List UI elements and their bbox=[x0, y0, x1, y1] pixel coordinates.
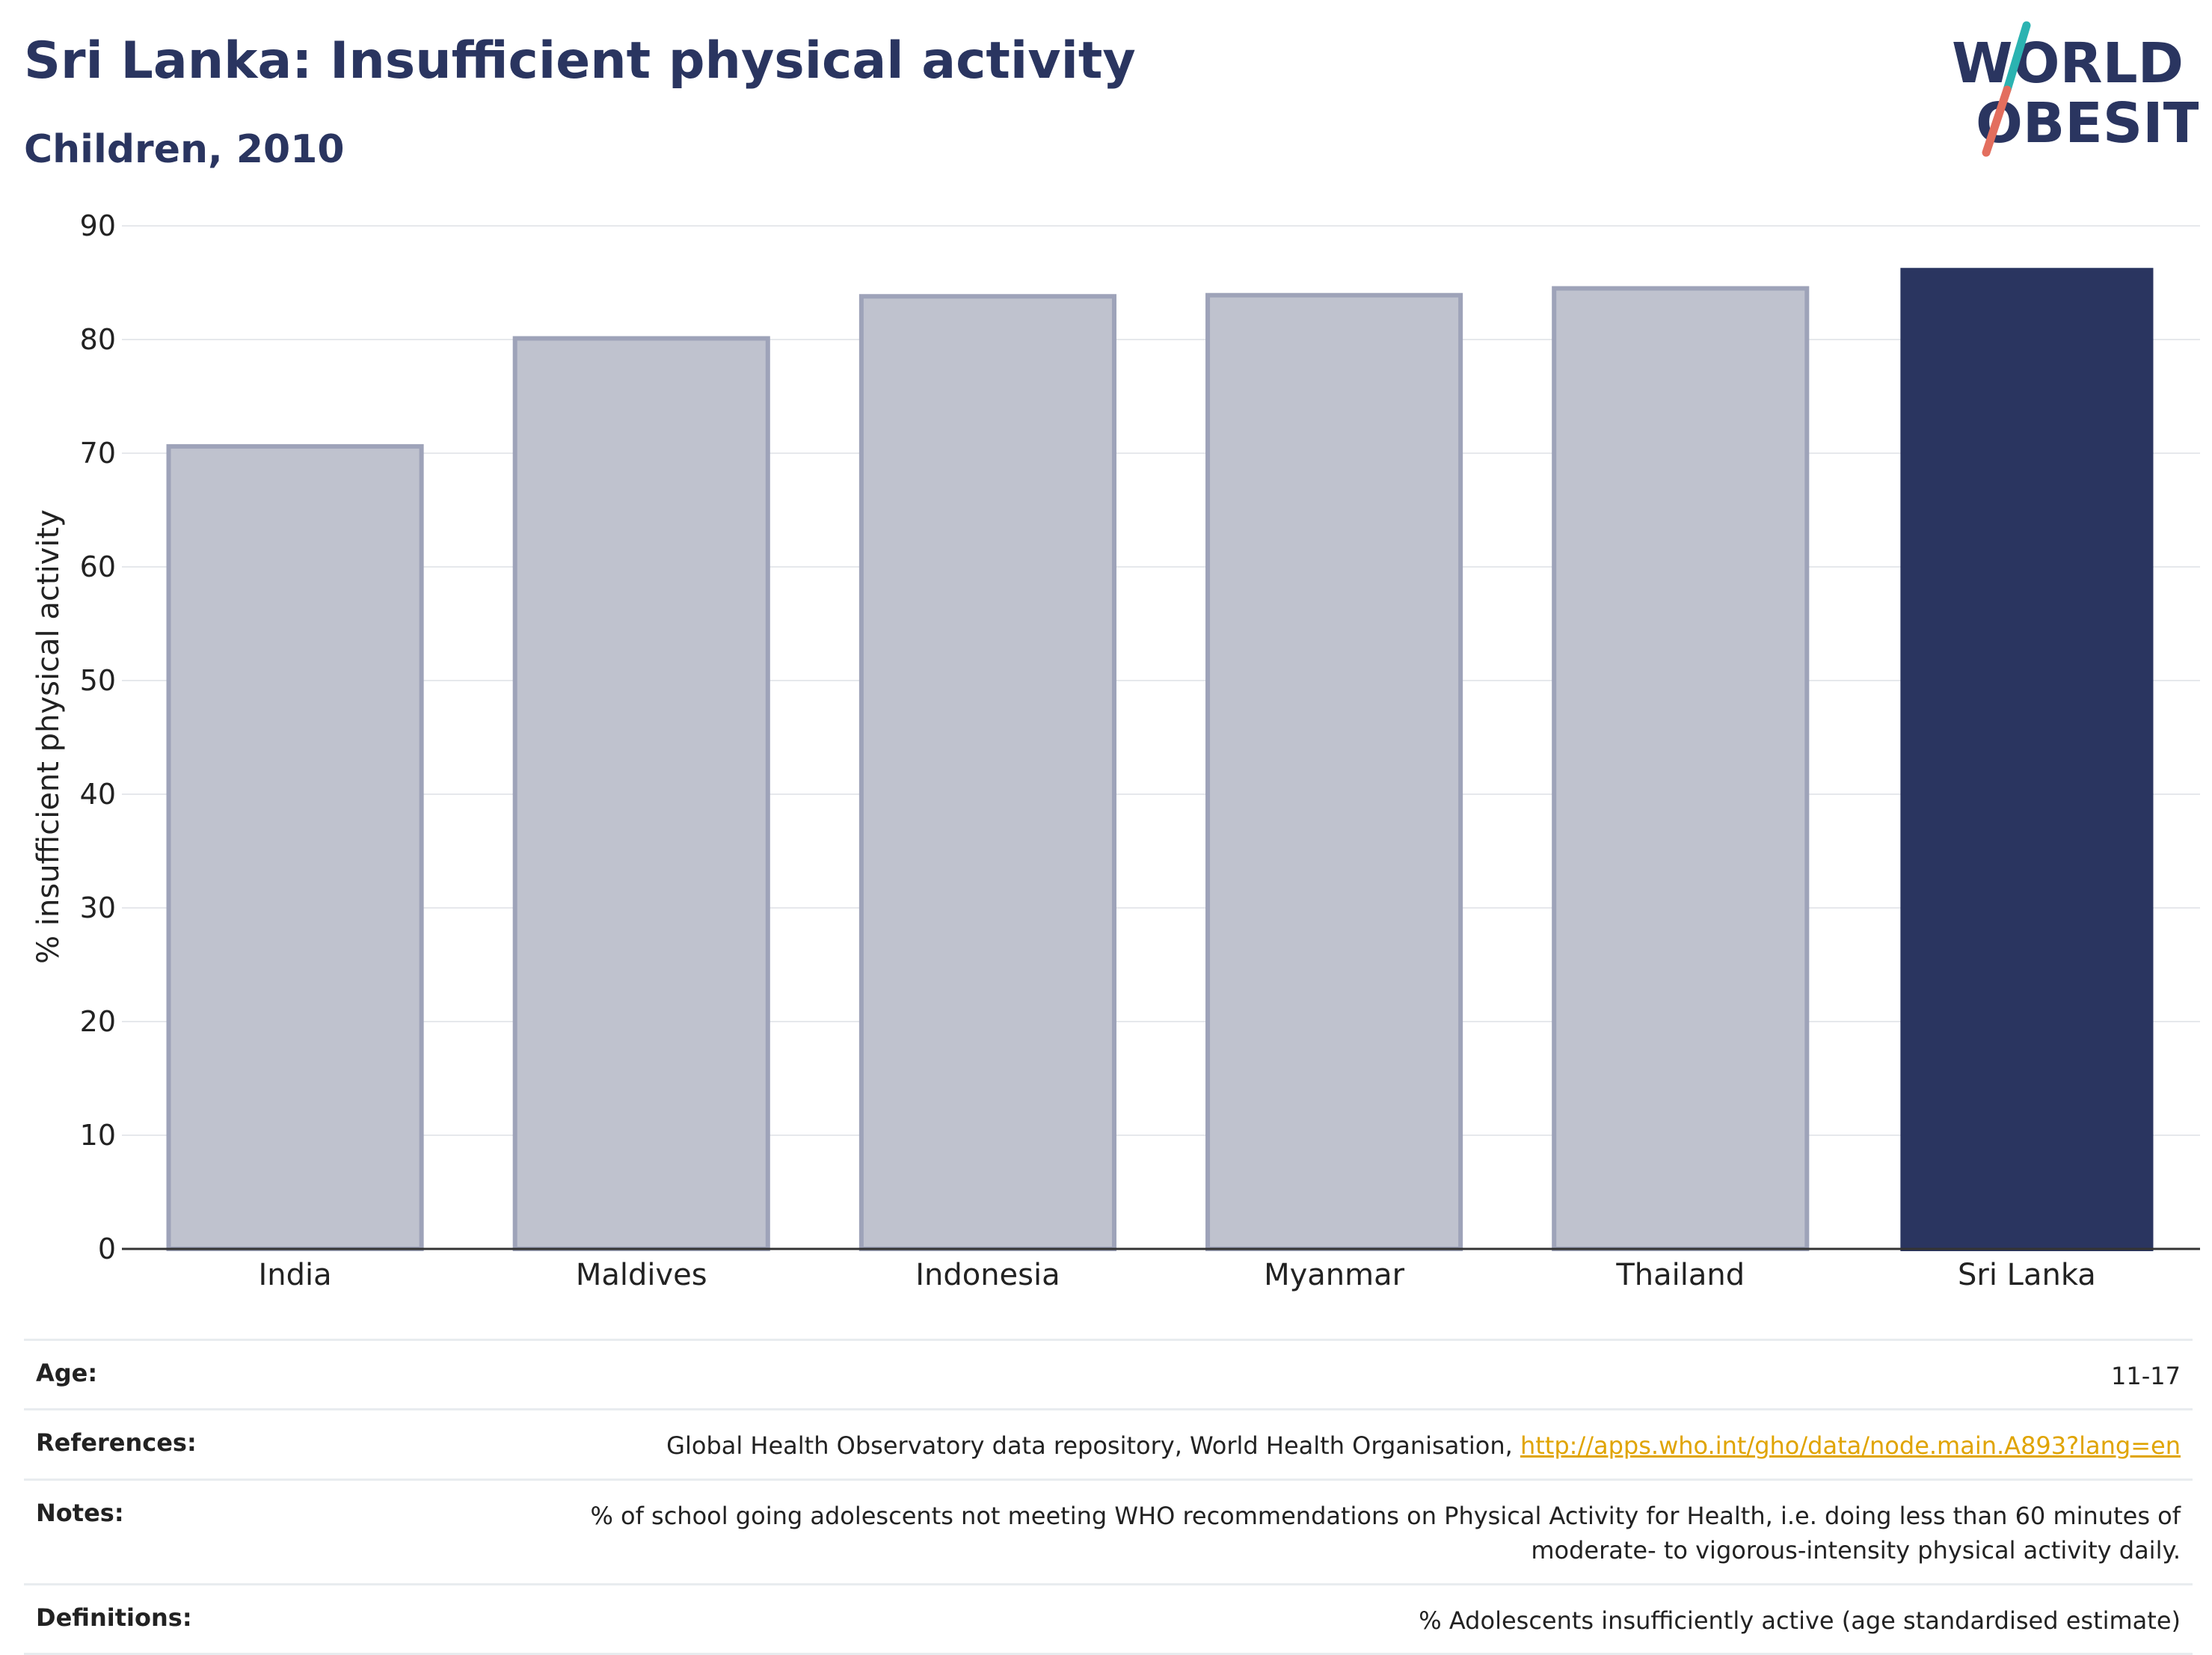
y-tick-label: 50 bbox=[80, 664, 116, 697]
x-tick-labels: India Maldives Indonesia Myanmar Thailand Sri… bbox=[258, 1258, 2095, 1292]
references-label: References: bbox=[36, 1428, 197, 1458]
y-tick-label: 90 bbox=[80, 209, 116, 242]
info-row-age: Age: 11-17 bbox=[24, 1339, 2193, 1408]
y-tick-label: 30 bbox=[80, 891, 116, 924]
info-row-notes: Notes: % of school going adolescents not… bbox=[24, 1478, 2193, 1583]
notes-label: Notes: bbox=[36, 1498, 124, 1527]
y-tick-label: 60 bbox=[80, 550, 116, 583]
definitions-value: % Adolescents insufficiently active (age… bbox=[1419, 1606, 2181, 1635]
bar-myanmar[interactable] bbox=[1205, 292, 1463, 1252]
info-row-definitions: Definitions: % Adolescents insufficientl… bbox=[24, 1582, 2193, 1655]
notes-value: % of school going adolescents not meetin… bbox=[590, 1501, 2181, 1565]
logo-slash-top bbox=[2003, 21, 2031, 94]
svg-text:WORLD: WORLD bbox=[1952, 31, 2184, 96]
y-tick-label: 10 bbox=[80, 1119, 116, 1152]
bar-indonesia[interactable] bbox=[858, 294, 1116, 1251]
y-tick-label: 20 bbox=[80, 1005, 116, 1038]
bar-sri-lanka[interactable] bbox=[1900, 268, 2154, 1251]
x-tick-label: Myanmar bbox=[1264, 1258, 1405, 1292]
age-label: Age: bbox=[36, 1359, 98, 1387]
info-table: Age: 11-17 References: Global Health Obs… bbox=[24, 1339, 2193, 1655]
bar-maldives[interactable] bbox=[512, 336, 770, 1252]
definitions-label: Definitions: bbox=[36, 1603, 192, 1632]
references-text: Global Health Observatory data repositor… bbox=[666, 1431, 1520, 1461]
age-value: 11-17 bbox=[2111, 1362, 2181, 1390]
references-link[interactable]: http://apps.who.int/gho/data/node.main.A… bbox=[1520, 1431, 2181, 1461]
logo-slash-bottom bbox=[1982, 85, 2012, 157]
x-tick-label: Thailand bbox=[1615, 1258, 1745, 1292]
gridlines bbox=[122, 225, 2200, 1136]
bar-india[interactable] bbox=[166, 443, 424, 1251]
bar-chart: 0 10 20 30 40 50 60 70 80 90 India Maldives Indones… bbox=[31, 209, 2200, 1292]
chart-subtitle: Children, 2010 bbox=[24, 127, 345, 172]
x-tick-label: Indonesia bbox=[915, 1258, 1060, 1292]
x-tick-label: Sri Lanka bbox=[1958, 1258, 2096, 1292]
info-row-references: References: Global Health Observatory da… bbox=[24, 1408, 2193, 1478]
y-tick-label: 80 bbox=[80, 323, 116, 356]
y-tick-labels: 0 10 20 30 40 50 60 70 80 90 bbox=[80, 209, 116, 1265]
y-tick-label: 40 bbox=[80, 778, 116, 811]
x-tick-label: Maldives bbox=[576, 1258, 707, 1292]
references-value: Global Health Observatory data repositor… bbox=[666, 1428, 2181, 1463]
bar-thailand[interactable] bbox=[1552, 286, 1810, 1252]
y-tick-label: 70 bbox=[80, 437, 116, 470]
world-obesity-logo: WORLD OBESITY bbox=[1952, 21, 2199, 157]
y-tick-label: 0 bbox=[98, 1232, 116, 1265]
x-tick-label: India bbox=[258, 1258, 331, 1292]
bars bbox=[166, 268, 2154, 1252]
svg-text:OBESITY: OBESITY bbox=[1976, 91, 2199, 156]
y-axis-title: % insufficient physical activity bbox=[31, 509, 66, 964]
chart-title: Sri Lanka: Insufficient physical activit… bbox=[24, 31, 1136, 90]
